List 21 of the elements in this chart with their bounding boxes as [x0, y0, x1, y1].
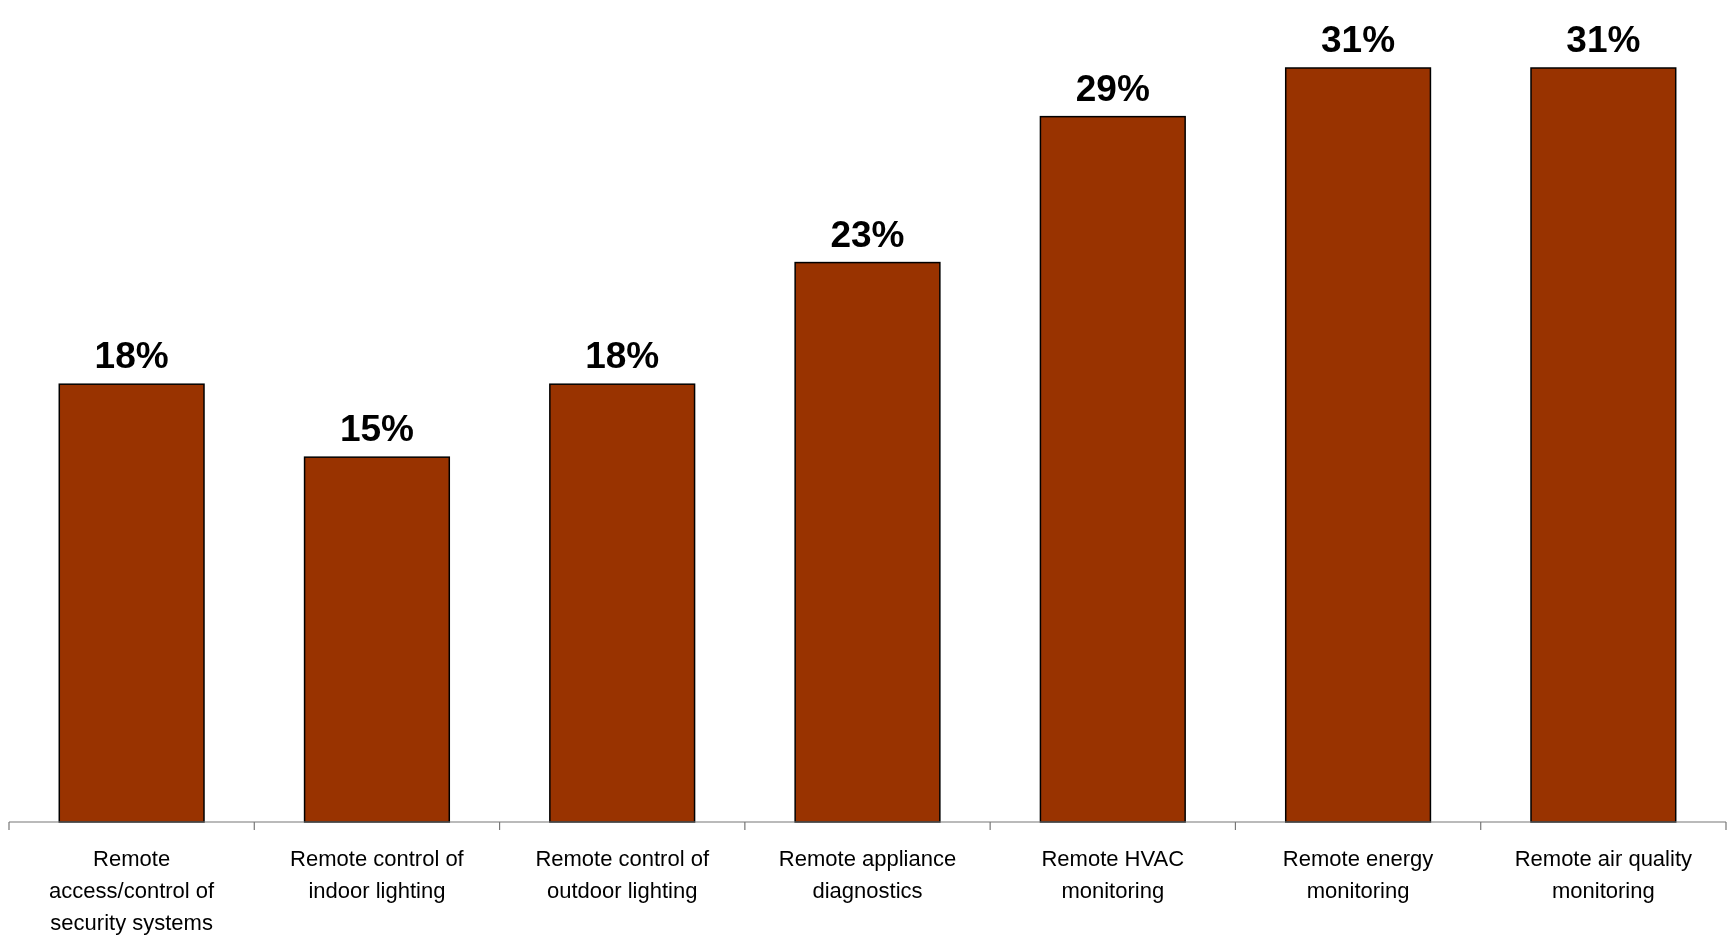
bar — [1284, 67, 1432, 823]
bar — [58, 383, 205, 823]
x-tick-label: Remote control of indoor lighting — [290, 846, 465, 903]
x-tick-label: Remote control of outdoor lighting — [535, 846, 710, 903]
x-tick-label: Remote air quality monitoring — [1514, 846, 1693, 903]
x-tick-label: Remote energy monitoring — [1282, 846, 1434, 903]
x-tick-label: Remote appliance diagnostics — [778, 846, 957, 903]
bar — [1530, 67, 1677, 823]
x-tick-label: Remote access/control of security systems — [49, 846, 216, 935]
data-label: 23% — [830, 213, 905, 255]
data-label: 18% — [585, 335, 660, 377]
bar — [1039, 115, 1186, 823]
bar — [794, 261, 941, 823]
x-tick-label: Remote HVAC monitoring — [1041, 846, 1185, 903]
bar — [303, 456, 451, 823]
data-label: 31% — [1566, 19, 1641, 60]
data-label: 29% — [1075, 67, 1150, 109]
bar — [549, 383, 696, 823]
data-label: 15% — [339, 408, 414, 450]
data-label: 18% — [94, 335, 169, 377]
data-label: 31% — [1321, 19, 1396, 60]
